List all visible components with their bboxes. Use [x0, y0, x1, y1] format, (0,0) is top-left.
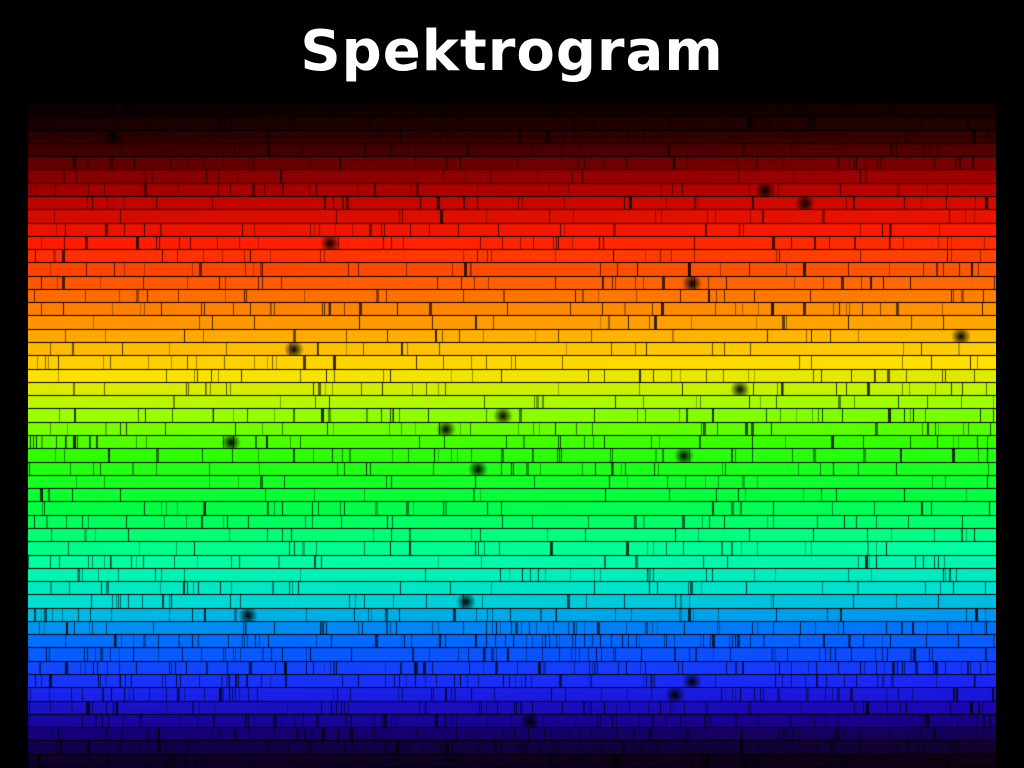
- solar-spectrum-image: [28, 104, 996, 768]
- slide-title: Spektrogram: [300, 19, 724, 84]
